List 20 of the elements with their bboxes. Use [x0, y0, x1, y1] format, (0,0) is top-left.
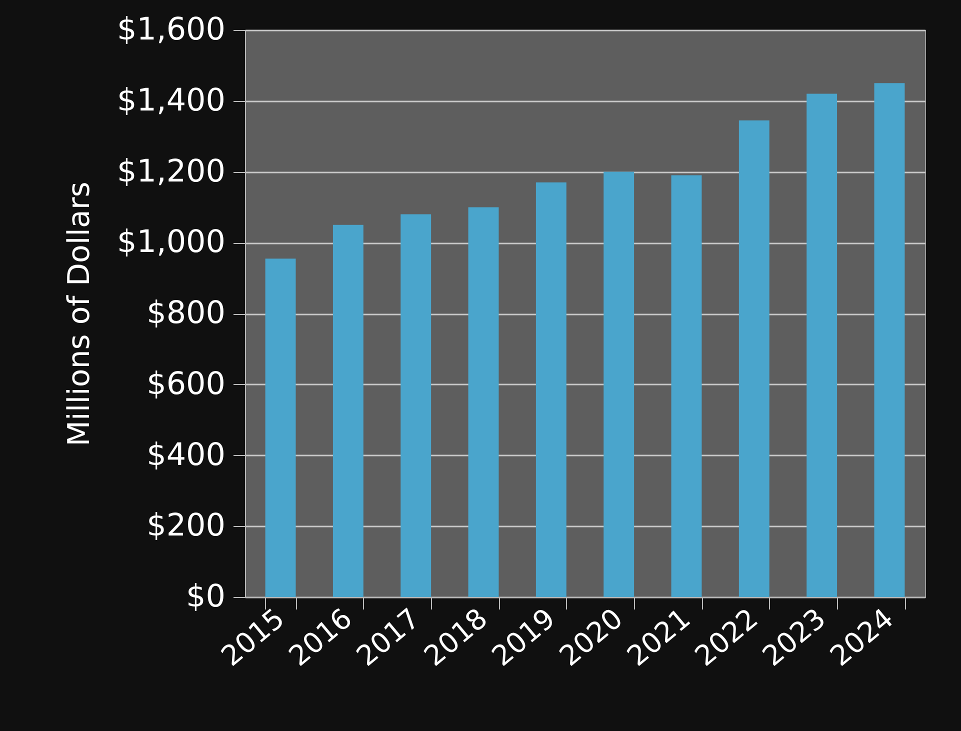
bar: [400, 214, 432, 597]
y-tick-label: $1,400: [117, 82, 226, 118]
y-tick-label: $1,000: [117, 224, 226, 260]
bar: [332, 224, 364, 597]
y-tick-label: $1,600: [117, 12, 226, 48]
bar: [468, 207, 499, 597]
y-tick-label: $1,200: [117, 153, 226, 190]
y-tick-label: $200: [146, 508, 226, 544]
bar: [806, 94, 838, 597]
bar: [536, 182, 566, 597]
bar: [604, 172, 634, 597]
bar: [671, 175, 702, 597]
bar: [738, 120, 770, 597]
bar: [265, 258, 296, 597]
bar: [874, 83, 905, 597]
y-axis-title: Millions of Dollars: [62, 182, 98, 446]
y-tick-label: $600: [146, 366, 226, 402]
y-tick-label: $400: [146, 436, 226, 473]
y-tick-label: $800: [146, 295, 226, 331]
y-tick-label: $0: [186, 578, 226, 614]
